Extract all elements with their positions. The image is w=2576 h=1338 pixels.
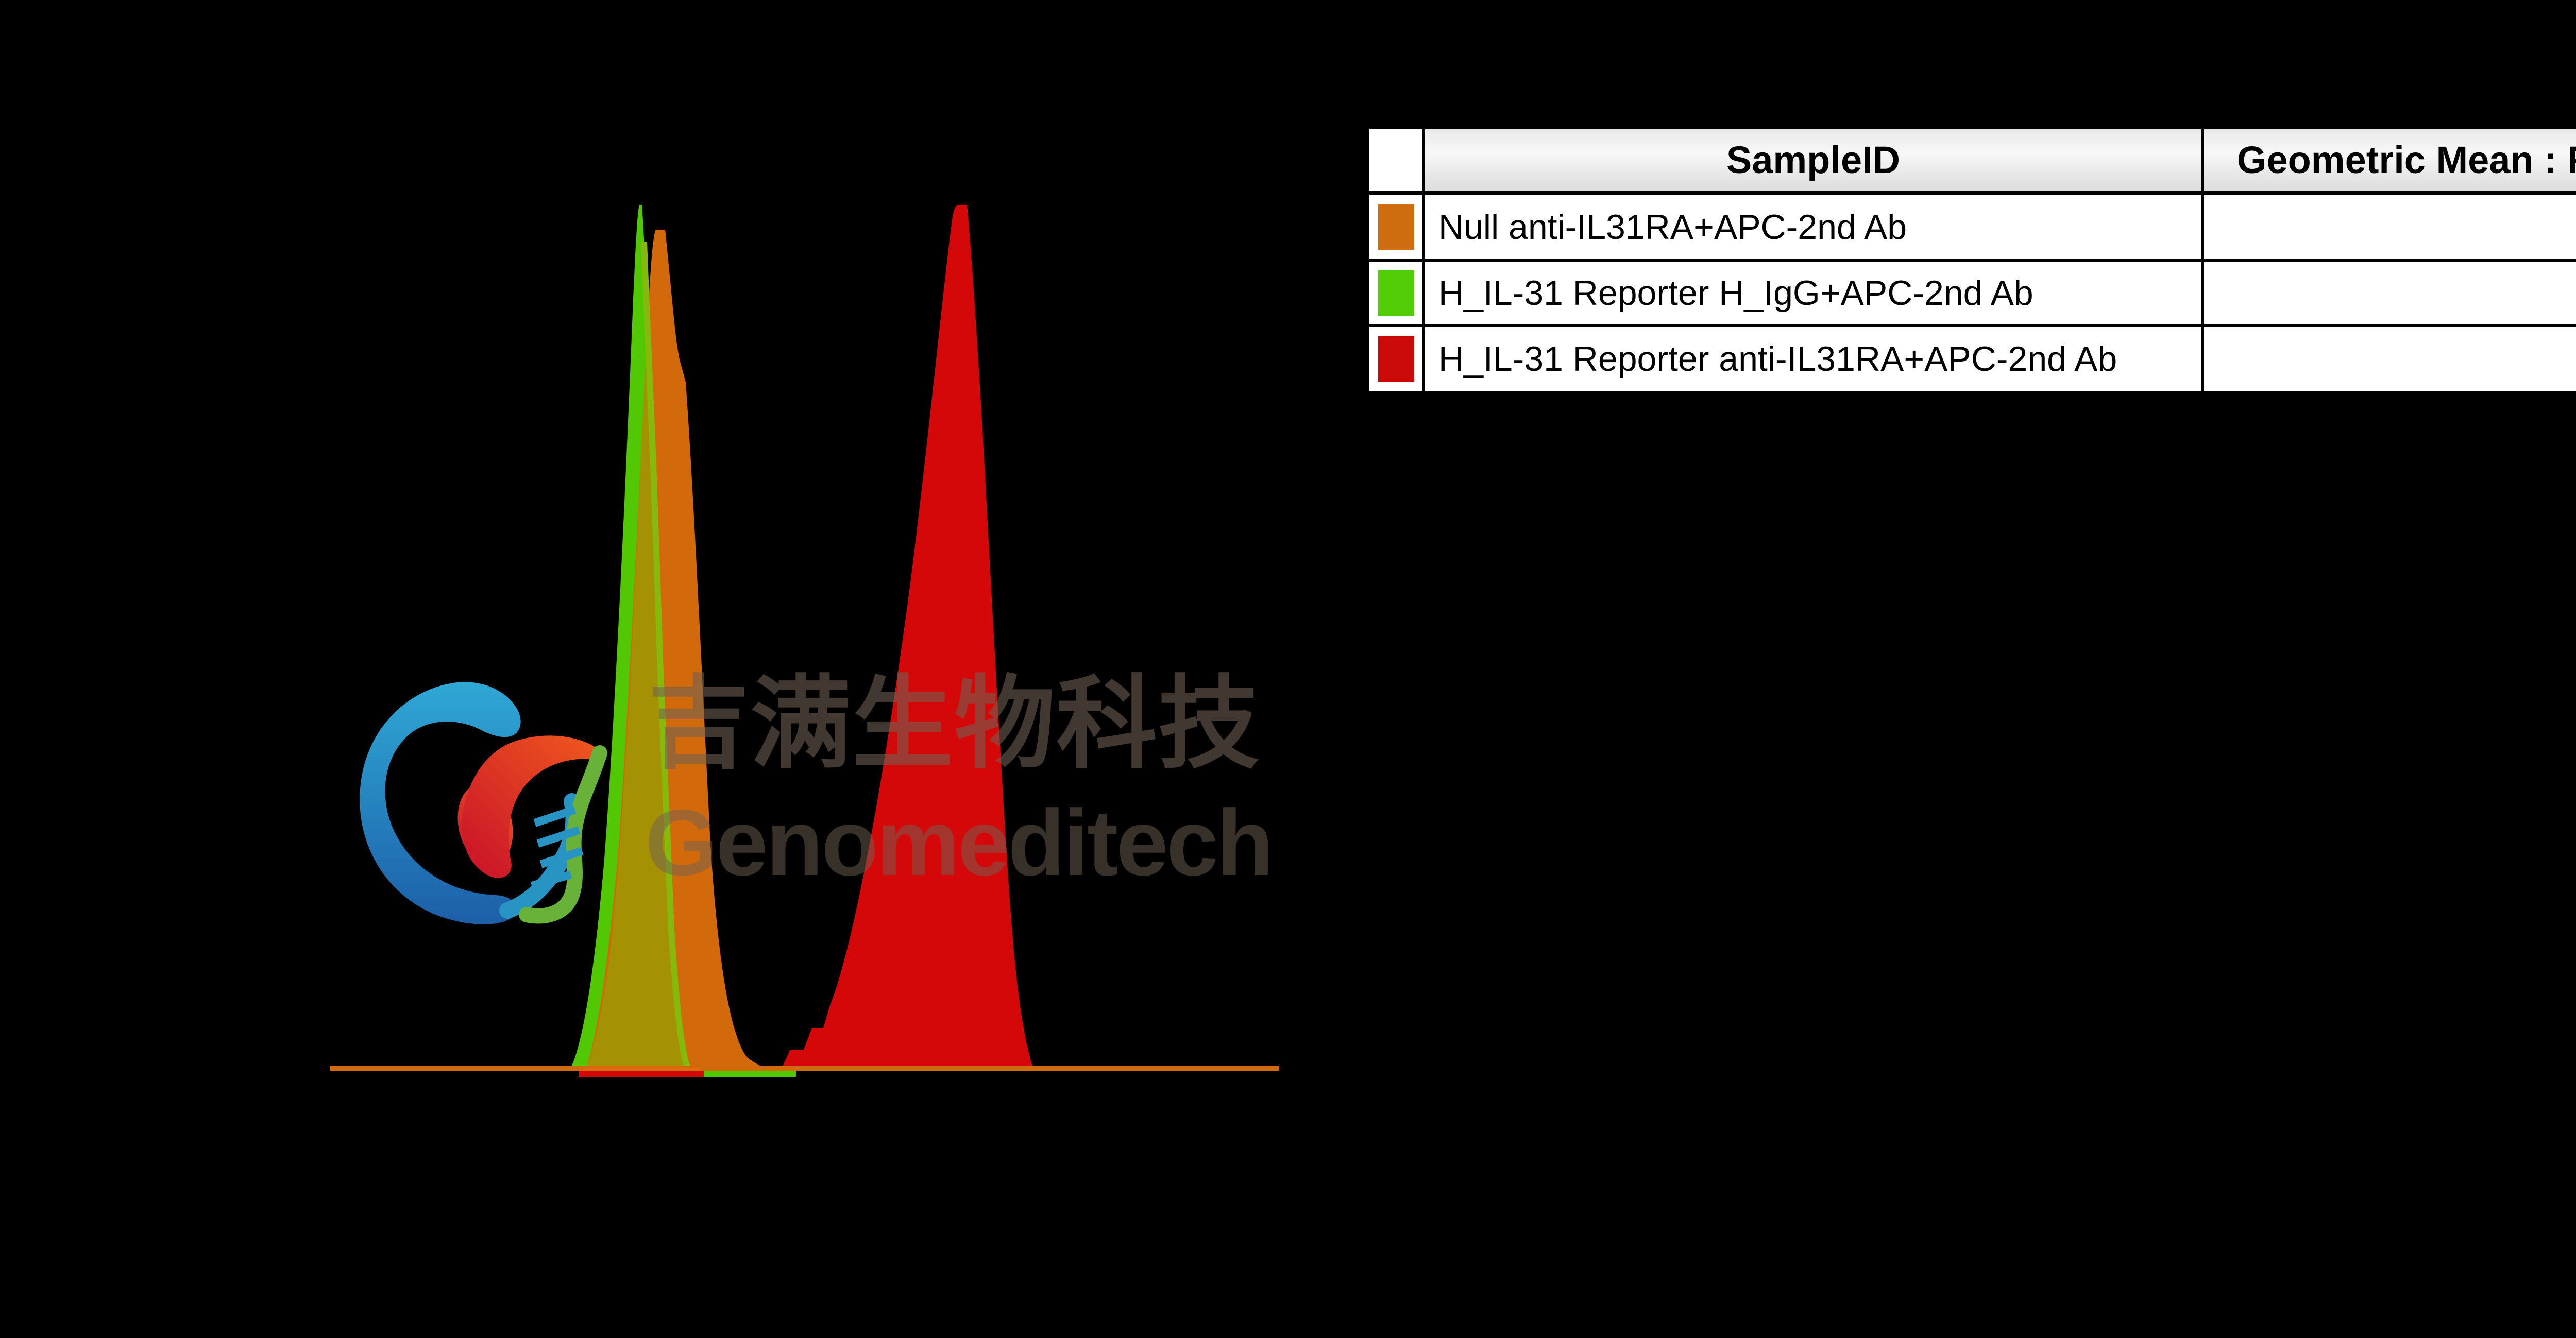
table-row-sample-id: Null anti-IL31RA+APC-2nd Ab bbox=[1425, 195, 2204, 262]
logo-red-flame-icon bbox=[462, 735, 603, 878]
green-sample-swatch bbox=[1378, 270, 1414, 316]
histogram-peak-red bbox=[781, 205, 1033, 1070]
table-header-geo-mean: Geometric Mean : FL11-H bbox=[2204, 129, 2576, 195]
table-row-sample-id: H_IL-31 Reporter anti-IL31RA+APC-2nd Ab bbox=[1425, 327, 2204, 391]
table-row-sample-id: H_IL-31 Reporter H_IgG+APC-2nd Ab bbox=[1425, 262, 2204, 327]
baseline-orange bbox=[330, 1066, 1279, 1071]
histogram-overlap-olive bbox=[585, 307, 688, 1070]
logo-dna-rungs-icon bbox=[530, 805, 584, 890]
logo-blue-swirl-icon bbox=[360, 682, 521, 924]
baseline-green-strip bbox=[704, 1071, 796, 1077]
table-row-geo-mean: 2154 bbox=[2204, 195, 2576, 262]
table-row-swatch-cell bbox=[1369, 262, 1425, 327]
geometric-mean-stats-table: SampleID Geometric Mean : FL11-H Null an… bbox=[1366, 126, 2576, 394]
histogram-green-edge bbox=[641, 242, 692, 1072]
genomeditech-logo bbox=[360, 682, 607, 924]
table-row-swatch-cell bbox=[1369, 327, 1425, 391]
orange-sample-swatch bbox=[1378, 204, 1414, 250]
red-sample-swatch bbox=[1378, 336, 1414, 382]
baseline-red-strip bbox=[579, 1071, 704, 1077]
table-row-swatch-cell bbox=[1369, 195, 1425, 262]
histogram-curves bbox=[330, 205, 1279, 1077]
table-row-geo-mean: 8.77E5 bbox=[2204, 327, 2576, 391]
table-header-swatch bbox=[1369, 129, 1425, 195]
table-row-geo-mean: 942 bbox=[2204, 262, 2576, 327]
table-header-sample-id: SampleID bbox=[1425, 129, 2204, 195]
